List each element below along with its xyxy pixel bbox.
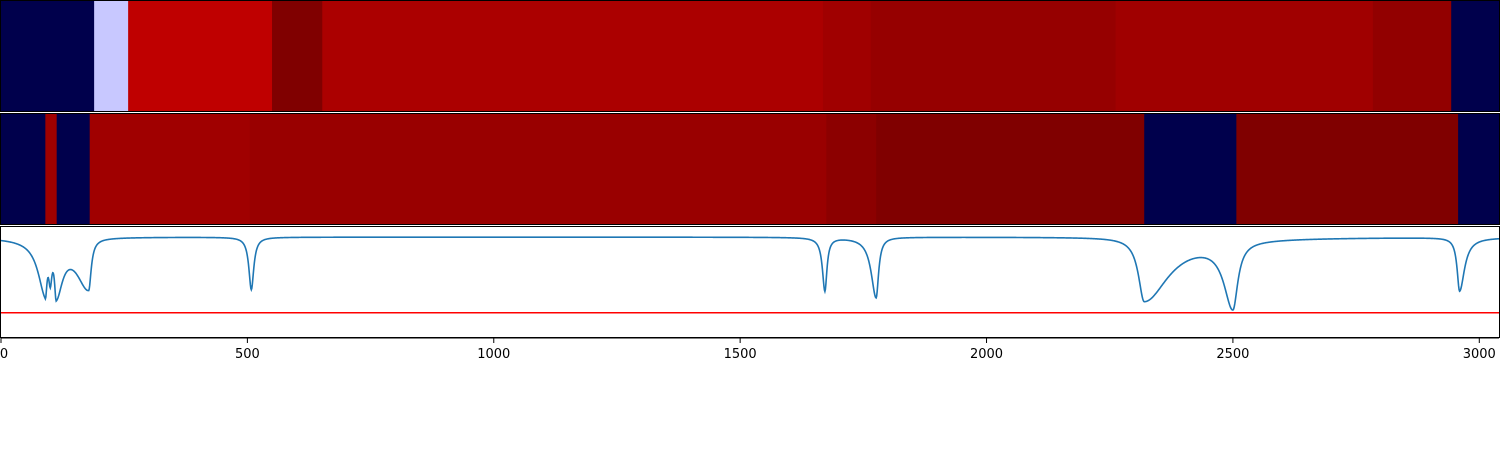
heatmap-track-2 — [1, 114, 1500, 225]
track-2-segment-4 — [89, 114, 251, 225]
track-2-segment-7 — [876, 114, 1145, 225]
x-tick-label-2500: 2500 — [1216, 347, 1249, 362]
track-1-segment-7 — [870, 1, 1117, 112]
track-1-segment-5 — [322, 1, 824, 112]
track-1-segment-10 — [1451, 1, 1500, 112]
track-2-segment-8 — [1144, 114, 1237, 225]
track-1-segment-2 — [94, 1, 129, 112]
track-1-segment-3 — [128, 1, 273, 112]
x-axis: 0 500 1000 1500 2000 2500 3000 — [0, 337, 1499, 362]
x-tick-label-1000: 1000 — [477, 347, 510, 362]
signal-panel — [0, 226, 1500, 338]
track-2-segment-9 — [1236, 114, 1459, 225]
track-2-segment-10 — [1458, 114, 1500, 225]
signal-frame — [0, 226, 1500, 338]
track-2-segment-5 — [249, 114, 827, 225]
x-tick-label-0: 0 — [0, 347, 8, 362]
track-2-segment-2 — [45, 114, 58, 225]
track-1-segment-4 — [272, 1, 323, 112]
x-tick-label-2000: 2000 — [970, 347, 1003, 362]
x-tick-label-3000: 3000 — [1463, 347, 1496, 362]
track-2-segment-3 — [56, 114, 91, 225]
signal-series-line — [0, 236, 1500, 311]
track-1-segment-9 — [1372, 1, 1452, 112]
track-2-segment-1 — [1, 114, 46, 225]
x-tick-label-500: 500 — [235, 347, 260, 362]
track-1-segment-6 — [822, 1, 872, 112]
track-2-segment-6 — [826, 114, 877, 225]
track-1-segment-8 — [1115, 1, 1374, 112]
track-1-segment-1 — [1, 1, 95, 112]
x-tick-label-1500: 1500 — [724, 347, 757, 362]
heatmap-track-1 — [1, 1, 1500, 112]
